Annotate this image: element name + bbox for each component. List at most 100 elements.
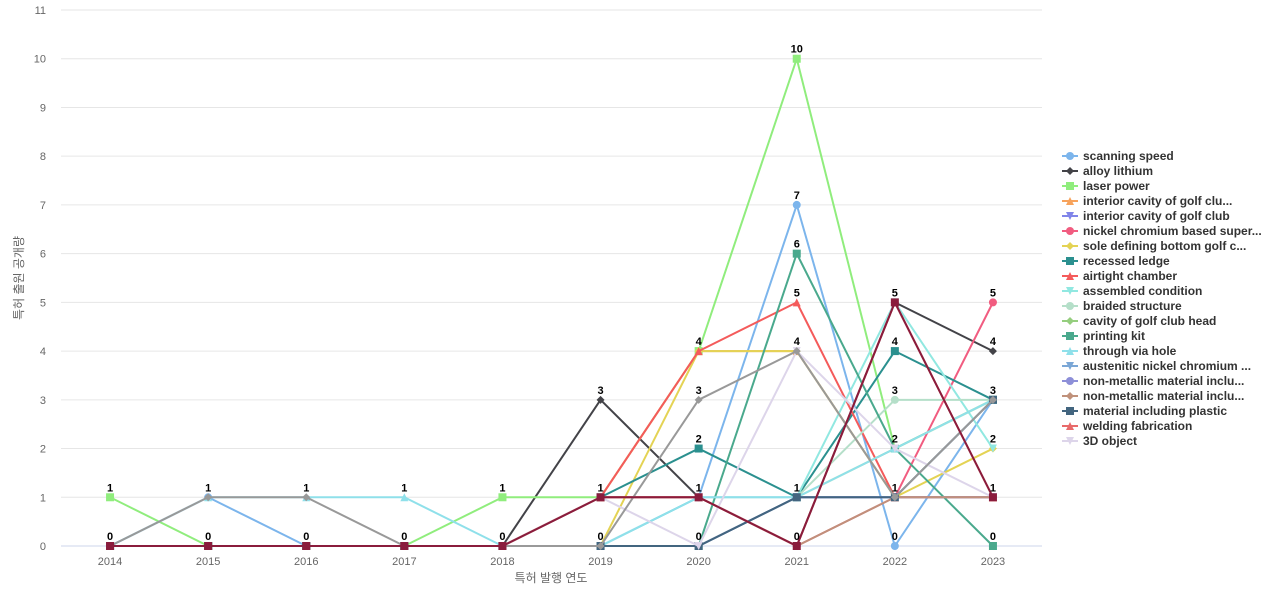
point-marker: [1066, 377, 1074, 385]
y-tick-label: 11: [35, 5, 46, 17]
data-label: 5: [892, 287, 898, 299]
data-label: 0: [696, 531, 702, 543]
data-label: 4: [696, 336, 703, 348]
legend-item: airtight chamber: [1062, 269, 1177, 283]
data-label: 0: [499, 531, 505, 543]
legend-label: austenitic nickel chromium ...: [1083, 359, 1251, 373]
point-marker: [694, 395, 703, 404]
y-tick-label: 8: [40, 151, 46, 163]
data-label: 0: [794, 531, 800, 543]
x-tick-label: 2021: [785, 556, 809, 568]
data-label: 1: [401, 482, 407, 494]
data-label: 1: [892, 482, 898, 494]
data-label: 0: [597, 531, 603, 543]
data-label: 0: [303, 531, 309, 543]
point-marker: [596, 542, 605, 550]
point-marker: [1066, 437, 1074, 445]
y-tick-label: 9: [40, 102, 46, 114]
x-tick-label: 2023: [981, 556, 1005, 568]
legend-label: assembled condition: [1083, 284, 1202, 298]
point-marker: [694, 493, 703, 502]
series-lines: [106, 54, 997, 550]
series-line: [109, 203, 994, 547]
legend-item: cavity of golf club head: [1062, 314, 1216, 328]
point-marker: [890, 395, 899, 404]
legend-label: material including plastic: [1083, 404, 1227, 418]
point-marker: [302, 542, 311, 550]
x-tick-label: 2015: [196, 556, 220, 568]
legend-item: sole defining bottom golf c...: [1062, 239, 1246, 253]
y-tick-label: 1: [40, 492, 46, 504]
data-label: 3: [990, 385, 996, 397]
point-marker: [1066, 422, 1074, 430]
point-marker: [596, 493, 605, 502]
legend-item: interior cavity of golf clu...: [1062, 194, 1232, 208]
y-tick-label: 5: [40, 297, 46, 309]
x-axis-ticks: 2014 2015 2016 2017 2018 2019 2020 2021 2022 2023: [98, 556, 1005, 568]
point-marker: [792, 249, 801, 258]
point-marker: [694, 444, 703, 453]
data-label: 3: [597, 385, 603, 397]
point-marker: [792, 200, 801, 209]
legend-item: 3D object: [1062, 434, 1137, 448]
point-marker: [890, 542, 899, 550]
y-tick-label: 7: [40, 200, 46, 212]
data-label: 1: [597, 482, 603, 494]
data-label: 5: [990, 287, 996, 299]
legend-item: printing kit: [1062, 329, 1145, 343]
point-marker: [792, 347, 801, 356]
legend-item: through via hole: [1062, 344, 1177, 358]
data-label: 2: [892, 434, 898, 446]
data-label: 6: [794, 239, 800, 251]
point-marker: [400, 542, 409, 550]
point-marker: [1066, 287, 1074, 295]
legend-label: printing kit: [1083, 329, 1145, 343]
data-label: 3: [696, 385, 702, 397]
legend-label: through via hole: [1083, 344, 1177, 358]
legend-label: non-metallic material inclu...: [1083, 374, 1244, 388]
point-marker: [1066, 197, 1074, 205]
point-marker: [792, 493, 801, 502]
data-label: 0: [107, 531, 113, 543]
legend-item: non-metallic material inclu...: [1062, 389, 1244, 403]
point-marker: [988, 493, 997, 502]
legend-item: recessed ledge: [1062, 254, 1170, 268]
x-tick-label: 2018: [490, 556, 514, 568]
data-label: 3: [892, 385, 898, 397]
legend-label: sole defining bottom golf c...: [1083, 239, 1246, 253]
point-marker: [1066, 317, 1074, 325]
point-marker: [890, 298, 899, 307]
data-label: 1: [107, 482, 113, 494]
data-label: 1: [990, 482, 996, 494]
data-label: 2: [696, 434, 702, 446]
gridlines: [61, 9, 1042, 547]
data-label: 4: [794, 336, 801, 348]
point-marker: [1066, 242, 1074, 250]
point-marker: [1066, 152, 1074, 160]
data-label: 0: [892, 531, 898, 543]
point-marker: [988, 347, 997, 356]
data-label: 7: [794, 190, 800, 202]
y-axis-ticks: 0 1 2 3 4 5 6 7 8 9 10 11: [34, 5, 46, 553]
data-label: 4: [990, 336, 997, 348]
point-marker: [694, 542, 703, 550]
y-axis-title: 특허 출원 공개량: [12, 236, 26, 320]
legend-item: laser power: [1062, 179, 1150, 193]
y-tick-label: 2: [40, 444, 46, 456]
x-tick-label: 2022: [883, 556, 907, 568]
legend-label: scanning speed: [1083, 149, 1174, 163]
data-label: 1: [499, 482, 505, 494]
data-label: 10: [791, 44, 803, 56]
point-marker: [204, 493, 213, 502]
point-marker: [890, 347, 899, 356]
x-tick-label: 2016: [294, 556, 318, 568]
point-marker: [694, 347, 703, 356]
legend-label: interior cavity of golf clu...: [1083, 194, 1232, 208]
legend-item: braided structure: [1062, 299, 1182, 313]
point-marker: [792, 298, 801, 307]
legend-label: non-metallic material inclu...: [1083, 389, 1244, 403]
y-tick-label: 4: [40, 346, 46, 358]
point-marker: [988, 395, 997, 404]
